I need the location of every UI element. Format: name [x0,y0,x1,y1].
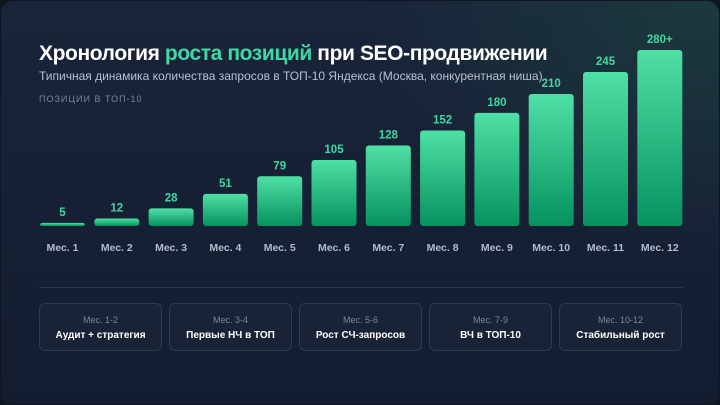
bar [420,130,466,226]
phase-period: Мес. 10-12 [597,315,644,325]
bar-value-label: 280+ [647,34,673,46]
bar [528,94,574,226]
category-label: Мес. 8 [427,242,459,254]
category-label: Мес. 6 [318,242,350,254]
phase-name: Аудит + стратегия [55,330,146,341]
bar [637,50,683,226]
phase-name: Рост СЧ-запросов [315,330,406,341]
phase-name: Первые НЧ в ТОП [186,330,275,341]
bar-value-label: 28 [165,192,178,204]
phase-list: Мес. 1-2 Аудит + стратегия Мес. 3-4 Перв… [39,303,683,351]
bar-value-label: 180 [487,97,506,109]
section-divider [39,287,683,288]
category-label: Мес. 11 [587,242,624,254]
bar-value-label: 128 [379,130,399,142]
title-part1: Хронология [39,42,160,65]
bar [257,176,303,226]
phase-card: Мес. 7-9 ВЧ в ТОП-10 [429,303,552,351]
bar [148,208,194,226]
bar-value-label: 5 [59,207,66,219]
phase-card: Мес. 5-6 Рост СЧ-запросов [299,303,422,351]
title-accent: роста позиций [164,42,312,65]
title-part2: при SEO-продвижении [317,42,548,65]
bar [365,145,411,226]
category-label: Мес. 12 [641,242,679,254]
category-label: Мес. 9 [481,242,513,254]
phase-name: Стабильный рост [576,330,665,341]
phase-card: Мес. 10-12 Стабильный рост [559,303,682,351]
chart-subtitle: Типичная динамика количества запросов в … [39,69,543,83]
bar-value-label: 51 [219,178,232,190]
bar-value-label: 152 [433,115,452,127]
bar [474,112,520,226]
bar-value-label: 105 [324,144,344,156]
phase-name: ВЧ в ТОП-10 [460,330,521,341]
phase-period: Мес. 7-9 [472,315,509,325]
category-label: Мес. 2 [101,242,133,254]
bar-value-label: 245 [596,56,616,68]
y-axis-label: Позиции в ТОП-10 [39,94,143,104]
category-label: Мес. 7 [372,242,404,254]
bar [202,193,248,226]
bar [40,222,85,226]
bar [311,160,357,226]
category-label: Мес. 1 [47,242,79,254]
category-label: Мес. 5 [264,242,296,254]
phase-period: Мес. 1-2 [82,315,119,325]
bar [94,218,140,226]
bar-value-label: 12 [110,203,123,215]
phase-period: Мес. 3-4 [212,315,249,325]
phase-card: Мес. 3-4 Первые НЧ в ТОП [169,303,292,351]
bar-value-label: 210 [542,78,561,90]
category-label: Мес. 3 [155,242,187,254]
chart-title: Хронология роста позиций при SEO-продвиж… [39,42,548,66]
bar [583,72,628,226]
category-label: Мес. 4 [209,242,241,254]
phase-period: Мес. 5-6 [342,315,379,325]
bar-value-label: 79 [273,160,286,172]
category-label: Мес. 10 [532,242,570,254]
phase-card: Мес. 1-2 Аудит + стратегия [39,303,162,351]
